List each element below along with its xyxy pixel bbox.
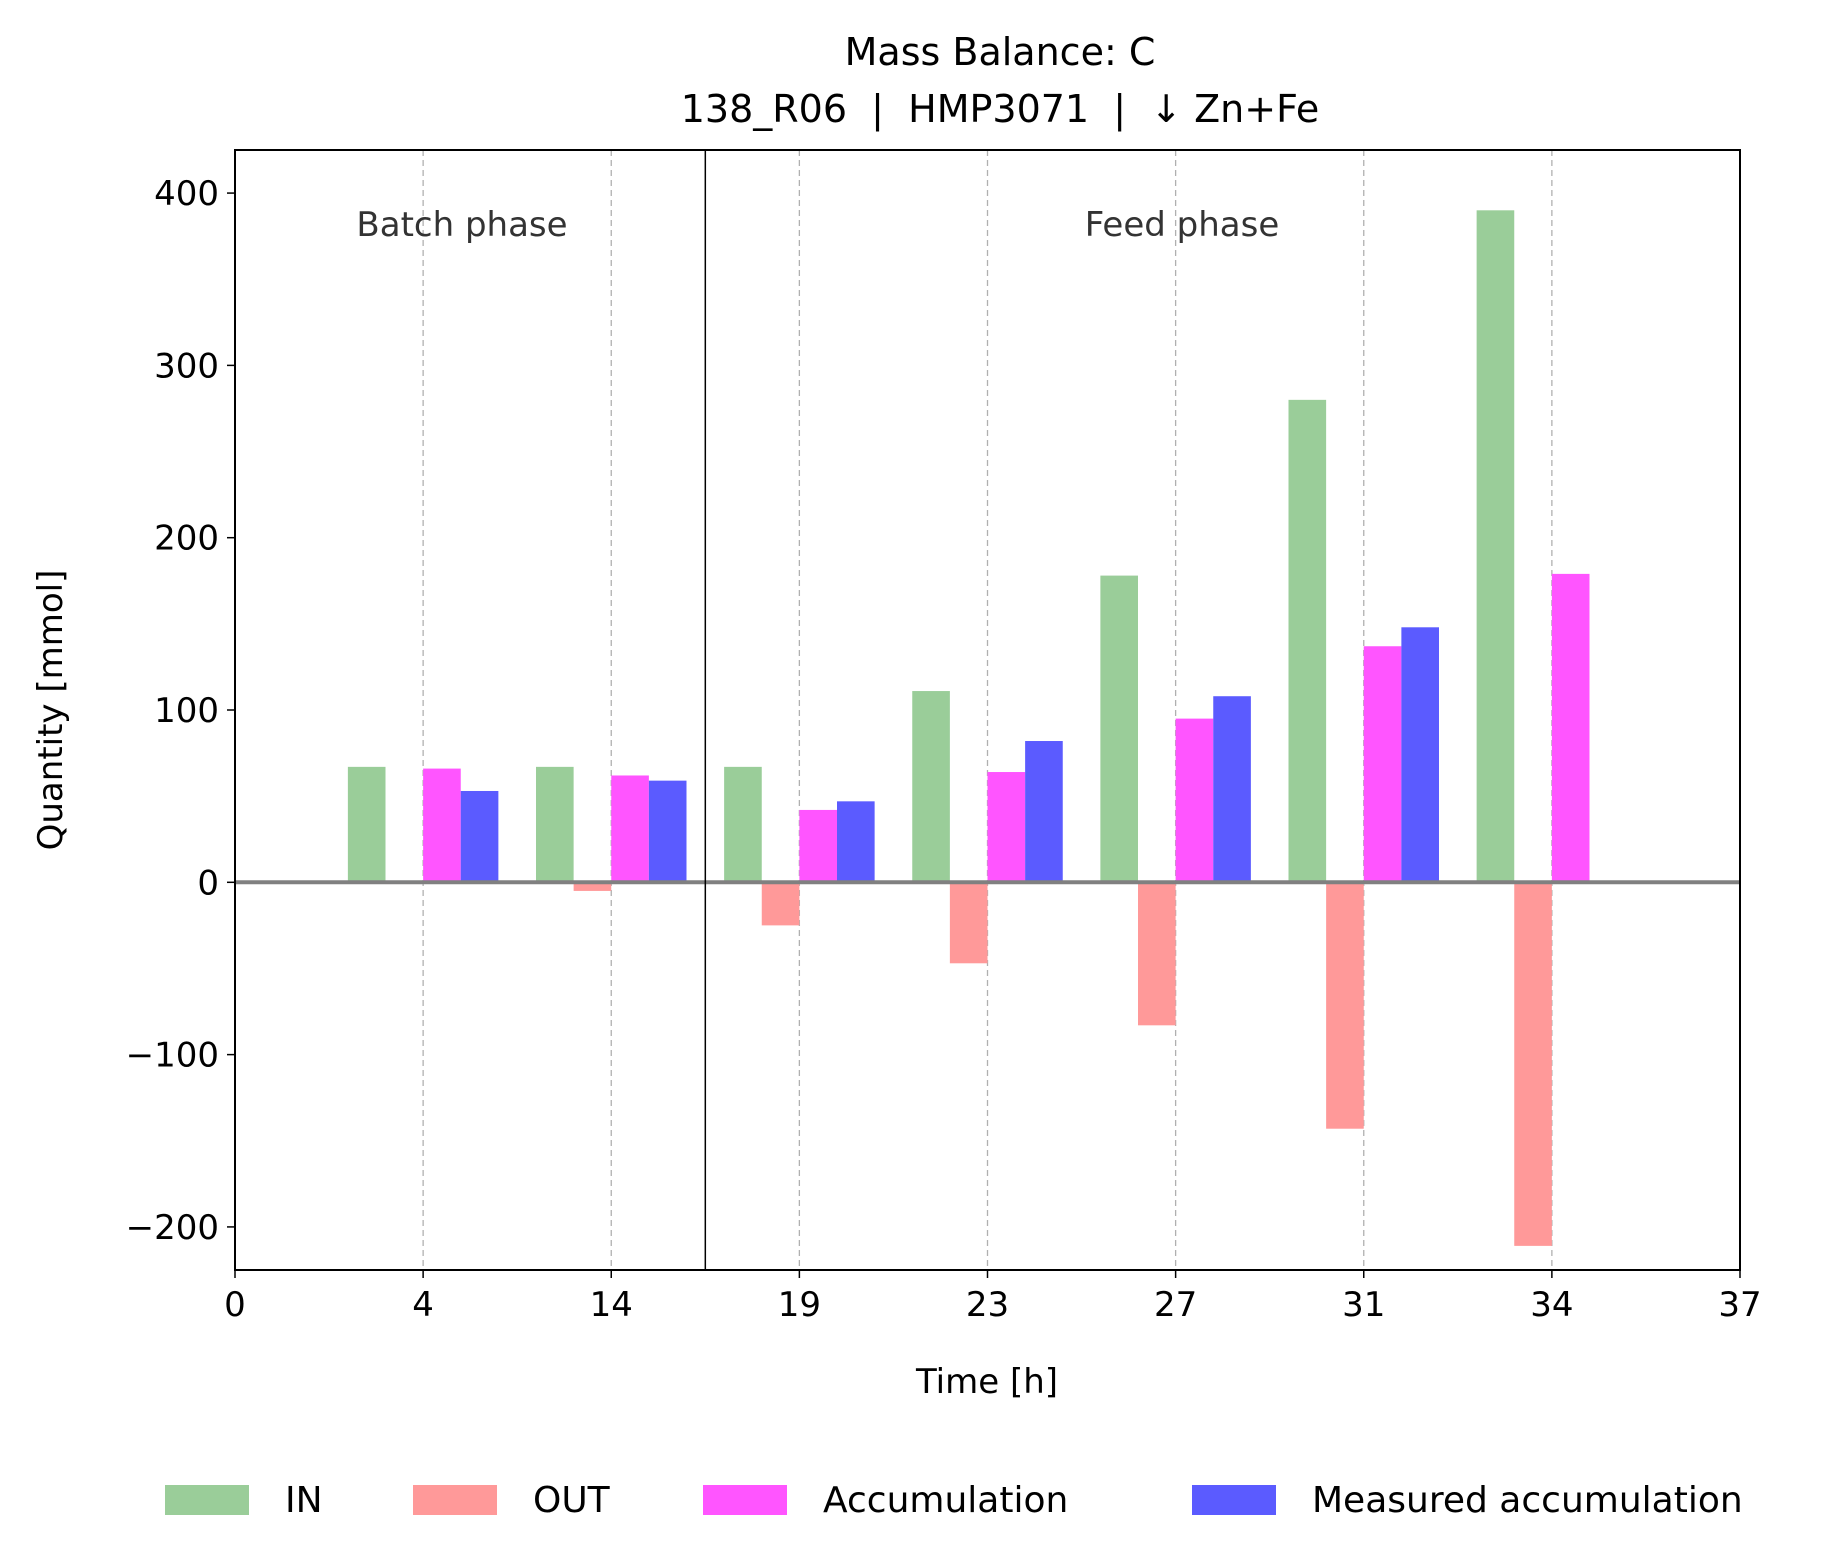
bar-measured-accumulation — [460, 790, 499, 883]
y-tick-label: 100 — [154, 691, 219, 731]
legend-label: IN — [285, 1480, 323, 1521]
bar-marks — [347, 210, 1590, 1246]
legend-label: Measured accumulation — [1312, 1480, 1743, 1521]
batch-phase-label: Batch phase — [356, 205, 567, 245]
legend-swatch — [413, 1485, 497, 1515]
feed-phase-label: Feed phase — [1085, 205, 1280, 245]
legend-swatch — [703, 1485, 787, 1515]
y-axis-label: Quantity [mmol] — [31, 570, 71, 851]
legend: IN OUT Accumulation Measured accumulation — [165, 1480, 1743, 1521]
bar-accumulation — [1551, 573, 1590, 883]
x-tick-label: 4 — [412, 1285, 434, 1325]
x-tick-label: 37 — [1718, 1285, 1761, 1325]
legend-swatch — [165, 1485, 249, 1515]
y-tick-label: 300 — [154, 346, 219, 386]
bar-measured-accumulation — [1025, 741, 1063, 883]
bar-out — [1514, 882, 1552, 1246]
bar-in — [724, 766, 762, 883]
bar-measured-accumulation — [837, 801, 875, 883]
bar-in — [1476, 210, 1515, 883]
chart-overlays — [235, 150, 1740, 1270]
y-axis: −200 −100 0 100 200 300 400 — [126, 174, 235, 1248]
y-tick-label: 0 — [197, 863, 219, 903]
y-tick-label: −100 — [126, 1036, 219, 1076]
y-tick-label: 400 — [154, 174, 219, 214]
bar-accumulation — [987, 772, 1026, 883]
chart-subtitle: 138_R06 | HMP3071 | ↓ Zn+Fe — [681, 87, 1320, 132]
bar-measured-accumulation — [1401, 627, 1439, 883]
bar-in — [1288, 399, 1327, 883]
x-tick-label: 0 — [224, 1285, 246, 1325]
bar-out — [1138, 882, 1176, 1026]
legend-label: OUT — [533, 1480, 611, 1521]
x-tick-label: 19 — [778, 1285, 821, 1325]
bar-measured-accumulation — [648, 780, 687, 883]
legend-swatch — [1192, 1485, 1276, 1515]
x-tick-label: 34 — [1530, 1285, 1573, 1325]
bar-accumulation — [423, 768, 461, 883]
legend-label: Accumulation — [823, 1480, 1068, 1521]
chart-title: Mass Balance: C — [845, 30, 1156, 74]
x-tick-label: 31 — [1342, 1285, 1385, 1325]
bar-accumulation — [611, 775, 649, 883]
bar-out — [761, 882, 800, 926]
bar-in — [536, 766, 574, 883]
x-axis-label: Time [h] — [915, 1362, 1058, 1402]
bar-measured-accumulation — [1213, 696, 1251, 883]
x-tick-label: 27 — [1154, 1285, 1197, 1325]
y-tick-label: −200 — [126, 1208, 219, 1248]
bar-in — [1100, 575, 1138, 883]
bar-accumulation — [1363, 646, 1402, 883]
x-axis: 0 4 14 19 23 27 31 34 37 — [224, 1270, 1762, 1325]
bar-out — [1326, 882, 1364, 1129]
bar-in — [347, 766, 386, 883]
bar-accumulation — [799, 809, 837, 883]
bar-out — [573, 882, 612, 891]
bar-out — [949, 882, 988, 964]
bar-in — [912, 691, 950, 883]
y-tick-label: 200 — [154, 519, 219, 559]
x-tick-label: 23 — [966, 1285, 1009, 1325]
bar-accumulation — [1175, 718, 1214, 883]
x-tick-label: 14 — [590, 1285, 633, 1325]
